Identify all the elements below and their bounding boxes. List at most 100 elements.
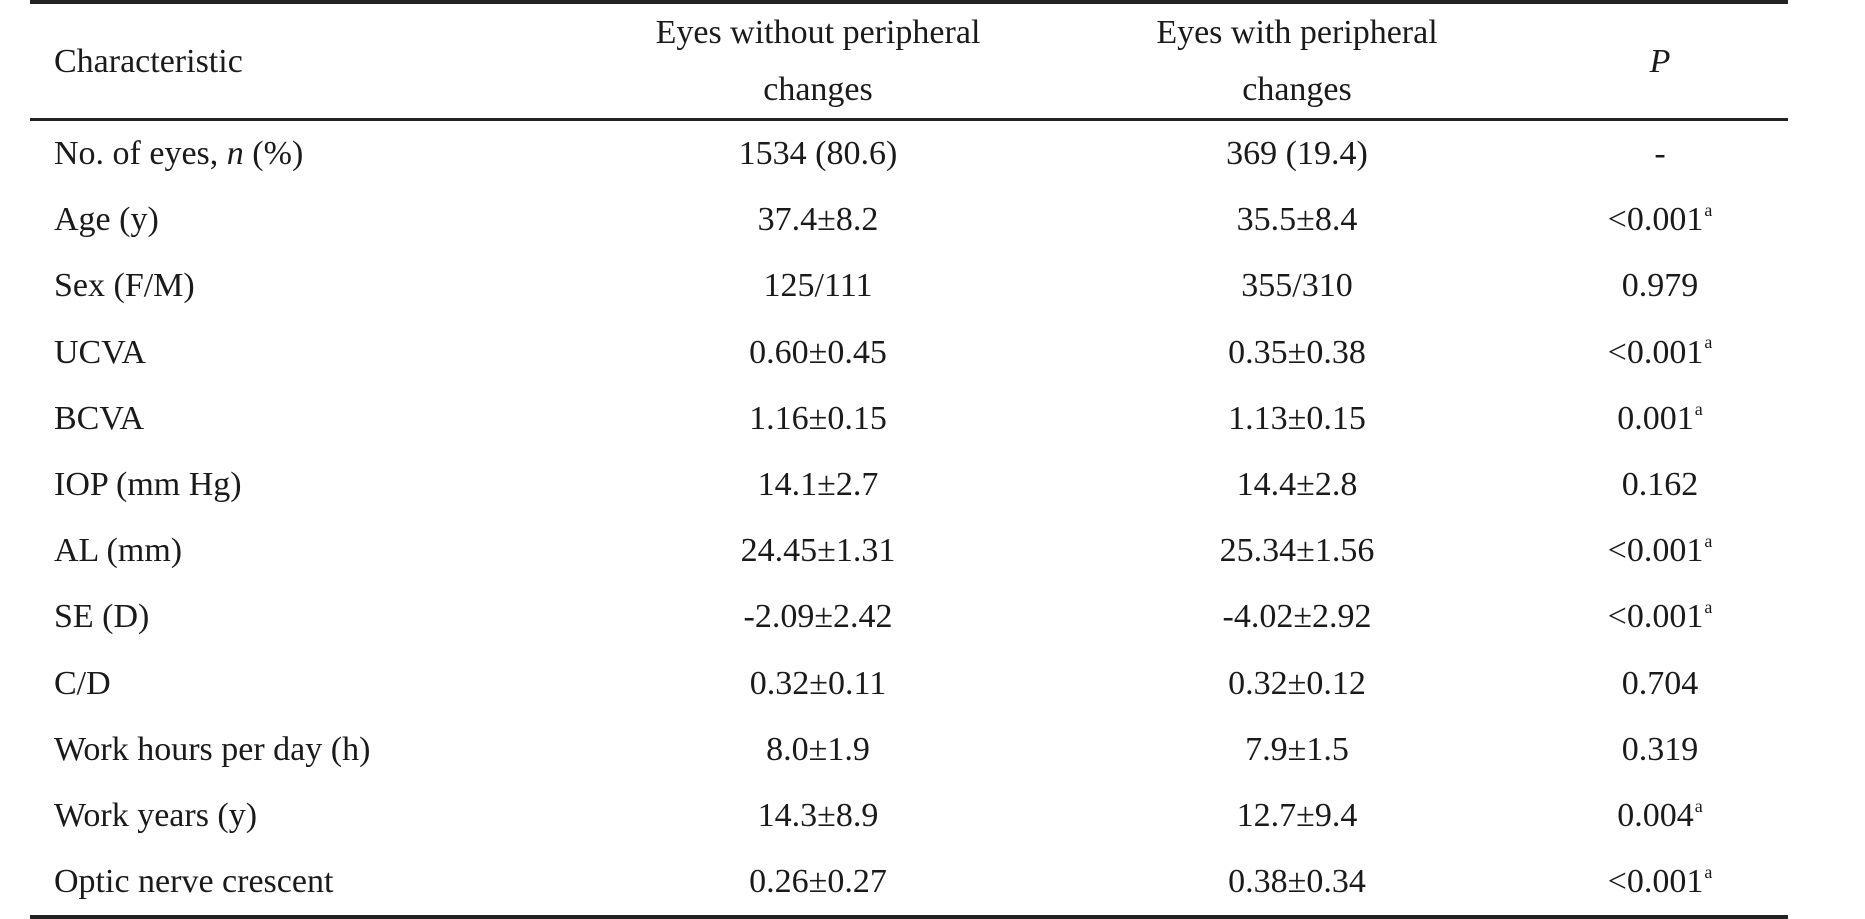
cell-p-value: 0.704 (1532, 651, 1788, 717)
cell-eyes-without-changes: -2.09±2.42 (743, 598, 893, 636)
cell-p-value: <0.001a (1532, 518, 1788, 584)
p-value: 0.704 (1621, 664, 1699, 702)
characteristic-label: BCVA (54, 399, 145, 437)
cell-characteristic: IOP (mm Hg) (30, 452, 574, 518)
cell-eyes-with-changes: -4.02±2.92 (1222, 598, 1372, 636)
cell-p-value: - (1532, 120, 1788, 188)
characteristic-label: UCVA (54, 333, 146, 371)
characteristic-label: C/D (54, 664, 111, 702)
cell-eyes-without-changes: 14.1±2.7 (757, 466, 879, 504)
header-eyes-without-changes: Eyes without peripheral changes (574, 0, 1062, 121)
characteristics-table-container: Characteristic Eyes without peripheral c… (30, 0, 1788, 919)
cell-eyes-with-changes: 0.35±0.38 (1228, 333, 1366, 371)
cell-characteristic: Age (y) (30, 187, 574, 253)
significance-superscript: a (1704, 861, 1713, 882)
cell-eyes-without-changes: 1534 (80.6) (738, 135, 898, 173)
cell-eyes-with-changes: 369 (19.4) (1226, 135, 1368, 173)
cell-characteristic: Work hours per day (h) (30, 717, 574, 783)
table-body: No. of eyes, n (%) 1534 (80.6) 369 (19.4) -… (30, 120, 1788, 919)
cell-p-value: <0.001a (1532, 187, 1788, 253)
table-header: Characteristic Eyes without peripheral c… (30, 0, 1788, 121)
characteristic-label: Work years (y) (54, 796, 258, 834)
header-without-line1: Eyes without peripheral (655, 14, 981, 51)
cell-eyes-without-changes: 24.45±1.31 (740, 532, 896, 570)
p-value: <0.001 (1607, 598, 1704, 636)
cell-characteristic: UCVA (30, 320, 574, 386)
header-row: Characteristic Eyes without peripheral c… (30, 0, 1788, 121)
cell-eyes-without-changes: 37.4±8.2 (757, 201, 879, 239)
cell-eyes-with-changes: 1.13±0.15 (1228, 399, 1366, 437)
table-row: IOP (mm Hg) 14.1±2.7 14.4±2.8 0.162 (30, 452, 1788, 518)
characteristic-label: SE (D) (54, 598, 150, 636)
p-value: 0.319 (1621, 730, 1699, 768)
cell-eyes-without-changes: 1.16±0.15 (749, 399, 887, 437)
characteristic-label: AL (mm) (54, 532, 183, 570)
cell-p-value: 0.319 (1532, 717, 1788, 783)
p-value: - (1654, 135, 1666, 173)
cell-characteristic: BCVA (30, 386, 574, 452)
table-row: Sex (F/M) 125/111 355/310 0.979 (30, 253, 1788, 319)
cell-characteristic: No. of eyes, n (%) (30, 120, 574, 188)
cell-eyes-with-changes: 25.34±1.56 (1219, 532, 1375, 570)
header-with-line2: changes (1242, 71, 1352, 108)
header-p-value: P (1532, 0, 1788, 121)
cell-characteristic: SE (D) (30, 584, 574, 650)
cell-eyes-with-changes: 7.9±1.5 (1245, 730, 1349, 768)
table-row: Age (y) 37.4±8.2 35.5±8.4 <0.001a (30, 187, 1788, 253)
table-row: C/D 0.32±0.11 0.32±0.12 0.704 (30, 651, 1788, 717)
cell-p-value: 0.979 (1532, 253, 1788, 319)
p-value: 0.004 (1617, 796, 1694, 834)
cell-eyes-without-changes: 125/111 (763, 267, 873, 305)
cell-eyes-with-changes: 12.7±9.4 (1236, 796, 1358, 834)
cell-p-value: <0.001a (1532, 849, 1788, 919)
significance-superscript: a (1694, 795, 1703, 816)
table-row: No. of eyes, n (%) 1534 (80.6) 369 (19.4) - (30, 120, 1788, 188)
table-row: UCVA 0.60±0.45 0.35±0.38 <0.001a (30, 320, 1788, 386)
characteristic-label: Optic nerve crescent (54, 863, 334, 901)
significance-superscript: a (1694, 398, 1703, 419)
cell-eyes-without-changes: 0.26±0.27 (574, 849, 1062, 919)
cell-characteristic: Work years (y) (30, 783, 574, 849)
characteristic-suffix: (%) (243, 135, 304, 173)
characteristic-italic: n (226, 135, 244, 173)
cell-eyes-with-changes: 0.32±0.12 (1228, 664, 1366, 702)
cell-characteristic: C/D (30, 651, 574, 717)
significance-superscript: a (1704, 332, 1713, 353)
cell-characteristic: Optic nerve crescent (30, 849, 574, 919)
p-value: <0.001 (1607, 863, 1704, 901)
p-value: 0.162 (1621, 466, 1699, 504)
cell-characteristic: Sex (F/M) (30, 253, 574, 319)
cell-eyes-without-changes: 0.32±0.11 (749, 664, 887, 702)
p-value: <0.001 (1607, 532, 1704, 570)
characteristic-label: Age (y) (54, 201, 159, 239)
significance-superscript: a (1704, 597, 1713, 618)
p-value: 0.979 (1621, 267, 1699, 305)
characteristic-label: Work hours per day (h) (54, 730, 371, 768)
cell-p-value: <0.001a (1532, 320, 1788, 386)
cell-p-value: 0.001a (1532, 386, 1788, 452)
characteristic-label: Sex (F/M) (54, 267, 195, 305)
table-row: SE (D) -2.09±2.42 -4.02±2.92 <0.001a (30, 584, 1788, 650)
cell-p-value: 0.162 (1532, 452, 1788, 518)
table-row: Work years (y) 14.3±8.9 12.7±9.4 0.004a (30, 783, 1788, 849)
cell-p-value: 0.004a (1532, 783, 1788, 849)
cell-eyes-with-changes: 14.4±2.8 (1236, 466, 1358, 504)
cell-p-value: <0.001a (1532, 584, 1788, 650)
cell-eyes-without-changes: 14.3±8.9 (757, 796, 879, 834)
header-without-line2: changes (763, 71, 873, 108)
table-row: AL (mm) 24.45±1.31 25.34±1.56 <0.001a (30, 518, 1788, 584)
cell-eyes-with-changes: 0.38±0.34 (1062, 849, 1532, 919)
cell-characteristic: AL (mm) (30, 518, 574, 584)
cell-eyes-without-changes: 0.60±0.45 (749, 333, 887, 371)
table-row: Optic nerve crescent 0.26±0.27 0.38±0.34 <0… (30, 849, 1788, 919)
p-value: <0.001 (1607, 333, 1704, 371)
cell-eyes-with-changes: 35.5±8.4 (1236, 201, 1358, 239)
table-row: BCVA 1.16±0.15 1.13±0.15 0.001a (30, 386, 1788, 452)
characteristic-label: No. of eyes, (54, 135, 227, 173)
characteristics-table: Characteristic Eyes without peripheral c… (30, 0, 1788, 919)
header-eyes-with-changes: Eyes with peripheral changes (1062, 0, 1532, 121)
significance-superscript: a (1704, 530, 1713, 551)
table-row: Work hours per day (h) 8.0±1.9 7.9±1.5 0.31… (30, 717, 1788, 783)
p-value: <0.001 (1607, 201, 1704, 239)
header-characteristic: Characteristic (30, 0, 574, 121)
